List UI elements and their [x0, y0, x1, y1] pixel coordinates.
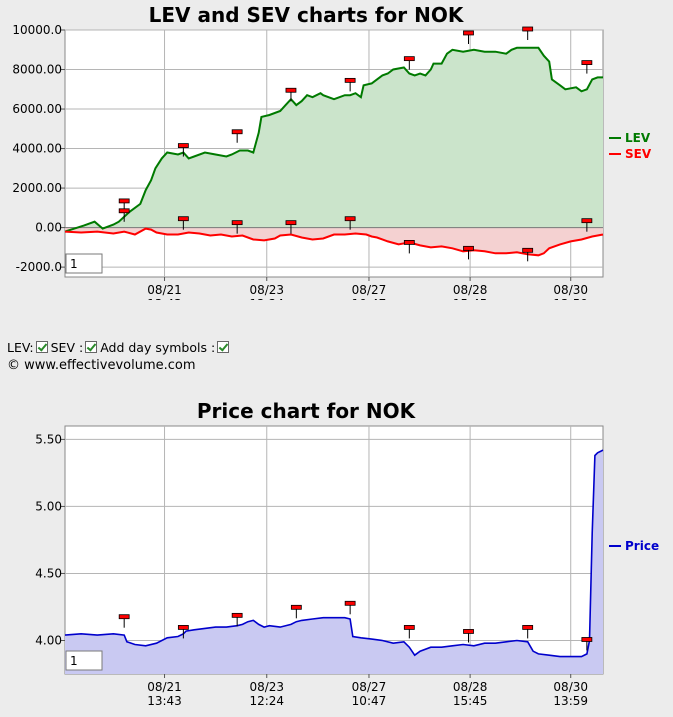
x-tick-label: 15:45: [453, 694, 488, 708]
x-tick-label: 08/21: [147, 680, 182, 694]
x-tick-label: 08/28: [453, 680, 488, 694]
day-symbol-flag: [522, 247, 534, 253]
lev-toggle-label: LEV:: [7, 340, 34, 355]
x-tick-label: 08/21: [147, 283, 182, 297]
y-tick-label: 5.50: [35, 432, 62, 446]
y-tick-label: 4.00: [35, 633, 62, 647]
day-symbol-flag: [403, 625, 415, 630]
y-tick-label: 5.00: [35, 499, 62, 513]
day-symbol-flag: [231, 129, 243, 135]
copyright-text: © www.effectivevolume.com: [7, 358, 196, 373]
day-symbol-flag: [177, 143, 189, 148]
day-symbol-flag: [403, 56, 415, 62]
controls-row: LEV: SEV : Add day symbols :: [7, 339, 232, 357]
y-tick-label: 8000.00: [12, 63, 62, 77]
x-tick-label: 12:24: [249, 297, 284, 300]
day-symbol-flag: [177, 216, 189, 222]
day-symbol-flag: [118, 614, 130, 620]
lev-line: [64, 46, 603, 233]
x-tick-label: 13:43: [147, 694, 182, 708]
range-input[interactable]: [65, 253, 103, 274]
day-symbols-label: Add day symbols :: [100, 340, 216, 355]
day-symbol-flag: [581, 60, 593, 65]
x-tick-label: 13:43: [147, 297, 182, 300]
x-tick-label: 08/27: [352, 283, 387, 297]
y-tick-label: 4000.00: [12, 142, 62, 156]
y-tick-label: 4.50: [35, 566, 62, 580]
y-tick-label: 2000.00: [12, 181, 62, 195]
x-tick-label: 08/27: [352, 680, 387, 694]
day-symbol-flag: [581, 637, 593, 642]
x-tick-label: 15:45: [453, 297, 488, 300]
day-symbol-flag: [581, 218, 593, 224]
x-tick-label: 10:47: [352, 297, 387, 300]
x-tick-label: 08/23: [249, 283, 284, 297]
price-chart: Price chart for NOK 5.50 5.00 4.50 4.00 08/…: [35, 399, 659, 708]
y-tick-label: 10000.0: [12, 23, 62, 37]
day-symbol-flag: [463, 629, 474, 634]
price-line: [64, 449, 604, 658]
day-symbol-flag: [463, 245, 474, 251]
x-tick-label: 08/30: [553, 283, 588, 297]
sev-toggle-label: SEV :: [50, 340, 84, 355]
y-tick-label: 0.00: [35, 221, 62, 235]
lev-checkbox[interactable]: [35, 341, 48, 353]
day-symbol-flag: [344, 600, 356, 606]
day-symbol-flag: [231, 220, 243, 226]
x-tick-label: 12:24: [249, 694, 284, 708]
x-tick-label: 13:59: [553, 694, 588, 708]
sev-checkbox[interactable]: [85, 341, 98, 353]
day-symbol-flag: [231, 612, 243, 618]
legend-label: LEV: [625, 131, 651, 145]
day-symbol-flag: [177, 625, 189, 630]
day-symbol-flag: [463, 30, 474, 36]
day-symbol-flag: [522, 26, 534, 32]
legend: LEV SEV: [609, 131, 652, 161]
chart-title: Price chart for NOK: [197, 399, 417, 423]
y-axis-ticks: 5.50 5.00 4.50 4.00: [35, 432, 65, 647]
range-input-value: 1: [70, 654, 78, 668]
day-symbol-flag: [285, 220, 297, 226]
y-axis-ticks: 10000.0 8000.00 6000.00 4000.00 2000.00 0.00 -…: [12, 23, 65, 274]
y-tick-label: -2000.0: [16, 260, 62, 274]
sev-line: [64, 227, 604, 257]
day-symbols-checkbox[interactable]: [217, 341, 230, 353]
day-symbol-flag: [344, 216, 356, 222]
lev-sev-chart: LEV and SEV charts for NOK 10000.0 8000.0…: [12, 3, 652, 300]
legend: Price: [609, 539, 659, 553]
price-area: [65, 450, 603, 674]
day-symbol-flag: [118, 208, 130, 214]
y-tick-label: 6000.00: [12, 102, 62, 116]
x-tick-label: 08/23: [249, 680, 284, 694]
chart-title: LEV and SEV charts for NOK: [149, 3, 465, 27]
day-symbol-flag: [403, 240, 415, 245]
x-tick-label: 10:47: [352, 694, 387, 708]
day-symbols: [118, 600, 593, 651]
day-symbol-flag: [285, 87, 297, 93]
x-tick-label: 13:59: [553, 297, 588, 300]
x-tick-label: 08/28: [453, 283, 488, 297]
day-symbols: [118, 26, 593, 262]
day-symbol-flag: [118, 198, 130, 204]
range-input-value: 1: [70, 257, 78, 271]
day-symbol-flag: [344, 77, 356, 83]
legend-label: SEV: [625, 147, 652, 161]
x-tick-label: 08/30: [553, 680, 588, 694]
legend-label: Price: [625, 539, 659, 553]
lev-area: [65, 47, 603, 232]
range-input[interactable]: [65, 650, 103, 671]
day-symbol-flag: [522, 625, 534, 630]
day-symbol-flag: [290, 604, 302, 610]
